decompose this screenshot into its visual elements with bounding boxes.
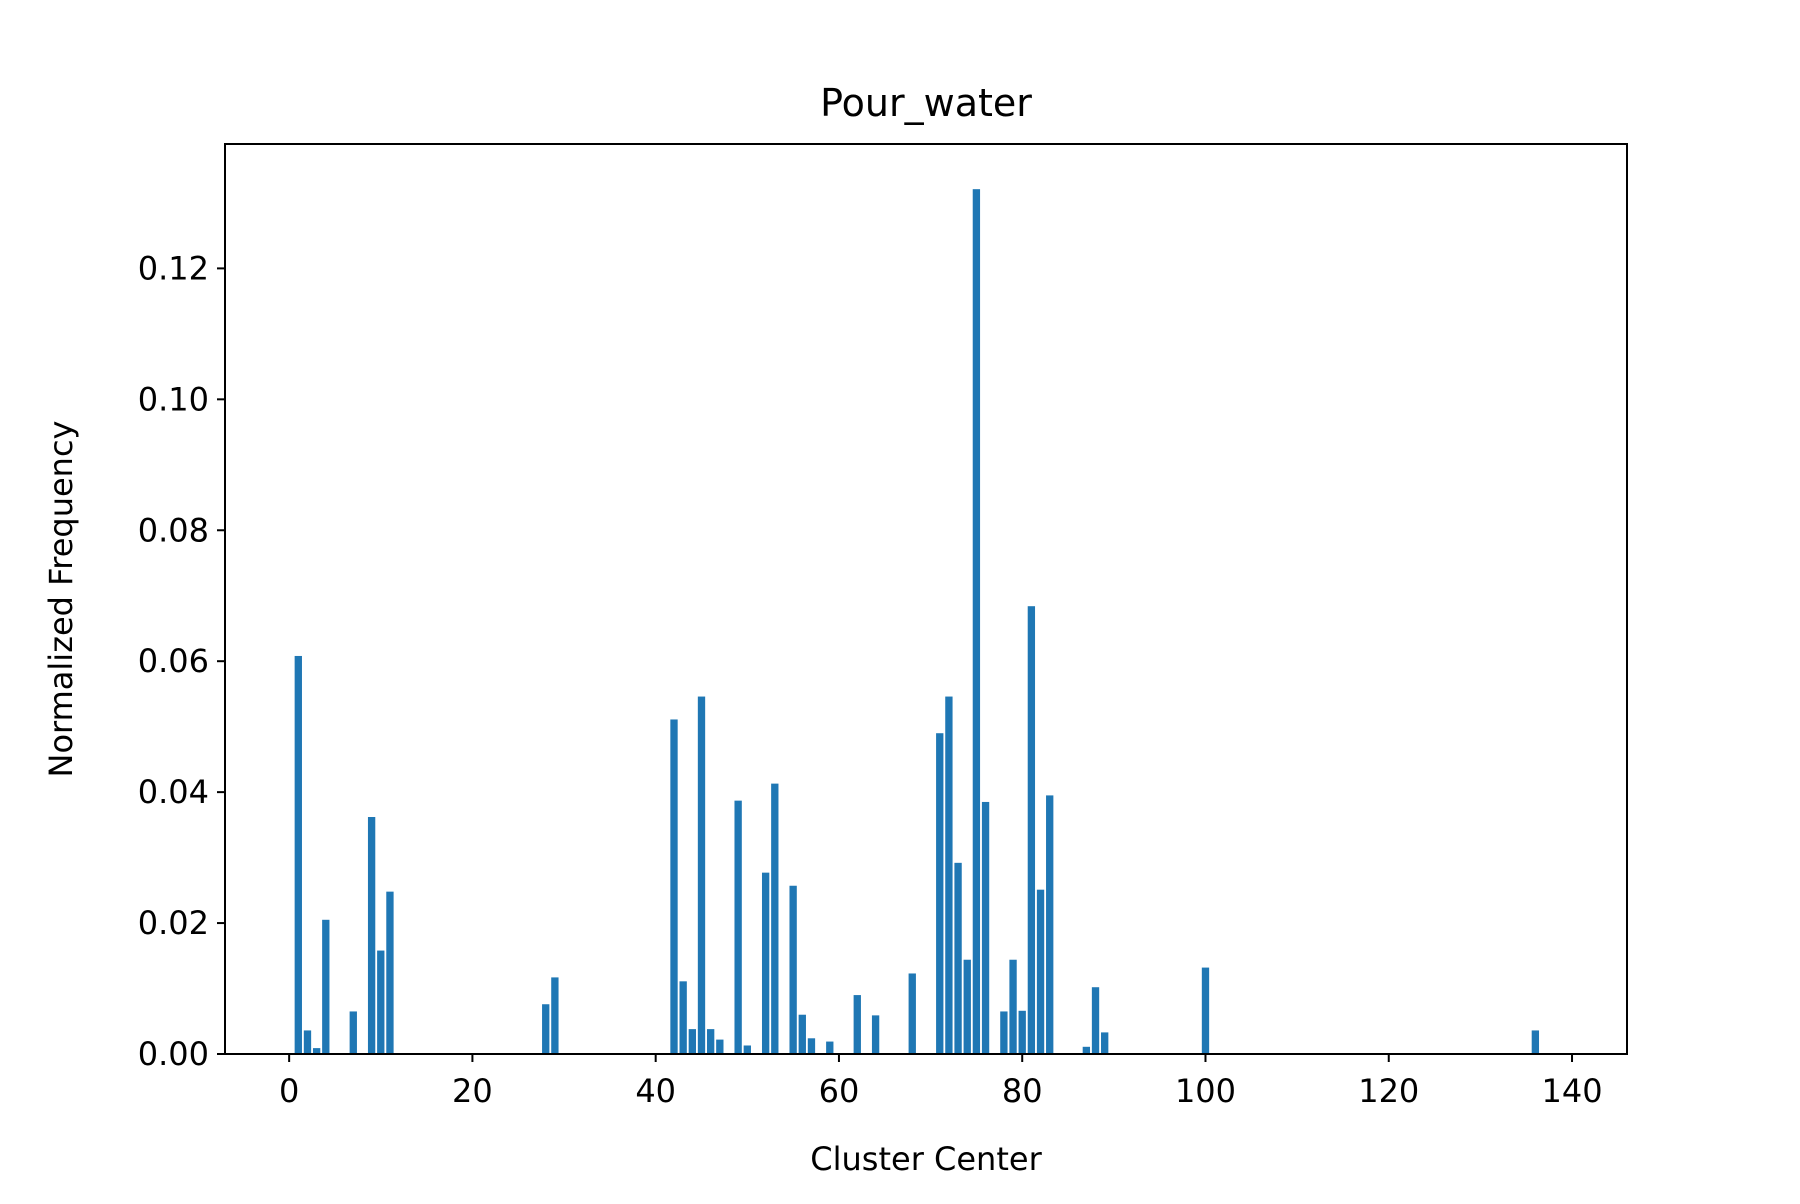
bar-cluster-74 xyxy=(963,959,971,1054)
x-axis-label: Cluster Center xyxy=(810,1140,1042,1178)
x-tick-label: 100 xyxy=(1175,1072,1236,1110)
bar-cluster-57 xyxy=(807,1038,816,1054)
bar-cluster-43 xyxy=(679,981,687,1054)
bar-cluster-46 xyxy=(706,1029,715,1054)
x-tick-label: 40 xyxy=(635,1072,676,1110)
bar-cluster-50 xyxy=(743,1045,751,1054)
bar-cluster-81 xyxy=(1027,606,1036,1054)
y-tick-label: 0.02 xyxy=(138,904,209,942)
bar-cluster-88 xyxy=(1091,987,1100,1054)
x-tick-label: 60 xyxy=(819,1072,860,1110)
chart-title: Pour_water xyxy=(820,81,1032,125)
bar-cluster-100 xyxy=(1201,967,1210,1054)
y-tick-label: 0.04 xyxy=(138,773,209,811)
bar-cluster-44 xyxy=(688,1029,696,1054)
bar-cluster-136 xyxy=(1531,1030,1540,1054)
bar-cluster-45 xyxy=(697,696,706,1054)
bar-cluster-78 xyxy=(1000,1011,1008,1054)
bar-cluster-47 xyxy=(716,1039,724,1054)
bar-cluster-42 xyxy=(670,719,678,1054)
bar-cluster-79 xyxy=(1009,959,1017,1054)
bar-cluster-1 xyxy=(294,655,302,1054)
bar-cluster-80 xyxy=(1018,1010,1026,1054)
bar-cluster-76 xyxy=(981,801,990,1054)
bar-cluster-28 xyxy=(542,1004,550,1054)
bar-cluster-3 xyxy=(312,1048,321,1054)
x-tick-label: 140 xyxy=(1541,1072,1602,1110)
bar-cluster-2 xyxy=(303,1030,312,1054)
bar-cluster-71 xyxy=(936,733,944,1054)
bar-cluster-56 xyxy=(798,1014,806,1054)
bar-cluster-55 xyxy=(789,885,797,1054)
x-axis-ticks: 0 20 40 60 80 100 120 140 xyxy=(279,1054,1603,1110)
bar-cluster-72 xyxy=(945,696,953,1054)
x-tick-label: 0 xyxy=(279,1072,299,1110)
bar-cluster-82 xyxy=(1036,889,1045,1054)
bar-cluster-4 xyxy=(322,919,330,1054)
bar-cluster-68 xyxy=(908,973,916,1054)
y-tick-label: 0.12 xyxy=(138,249,209,287)
bar-cluster-29 xyxy=(551,977,559,1054)
bar-cluster-73 xyxy=(954,862,962,1054)
x-tick-label: 80 xyxy=(1002,1072,1043,1110)
bar-cluster-49 xyxy=(734,800,742,1054)
bar-cluster-64 xyxy=(871,1015,880,1054)
plot-area-frame xyxy=(224,143,1628,1055)
bar-cluster-83 xyxy=(1046,795,1054,1054)
y-tick-label: 0.10 xyxy=(138,380,209,418)
x-tick-label: 20 xyxy=(452,1072,493,1110)
y-axis-label: Normalized Frequency xyxy=(42,421,80,778)
y-axis-ticks: 0.00 0.02 0.04 0.06 0.08 0.10 0.12 xyxy=(138,249,225,1073)
bar-cluster-59 xyxy=(826,1041,834,1054)
bar-cluster-52 xyxy=(761,872,770,1054)
bar-cluster-7 xyxy=(349,1011,357,1054)
bar-cluster-87 xyxy=(1082,1046,1091,1054)
bar-cluster-75 xyxy=(972,189,981,1055)
bars-group xyxy=(294,189,1540,1055)
bar-cluster-10 xyxy=(377,950,385,1054)
bar-cluster-53 xyxy=(771,783,779,1054)
bar-cluster-89 xyxy=(1101,1032,1109,1054)
x-tick-label: 120 xyxy=(1358,1072,1419,1110)
y-tick-label: 0.06 xyxy=(138,642,209,680)
y-tick-label: 0.00 xyxy=(138,1035,209,1073)
bar-cluster-9 xyxy=(367,817,376,1054)
y-tick-label: 0.08 xyxy=(138,511,209,549)
bar-cluster-11 xyxy=(386,891,394,1054)
bar-cluster-62 xyxy=(853,995,861,1054)
